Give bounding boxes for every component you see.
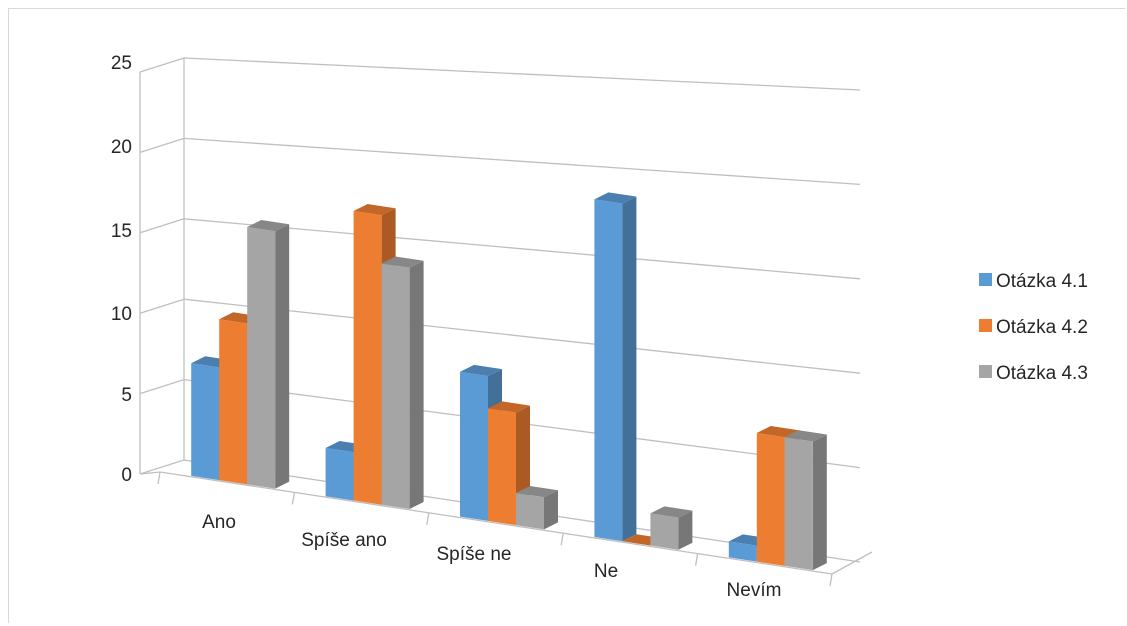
y-axis-tick-labels: 0 5 10 15 20 25 bbox=[111, 53, 132, 486]
x-axis-tick bbox=[560, 533, 564, 546]
legend-swatch-otazka-4-1 bbox=[979, 273, 992, 286]
bar-3-1-side bbox=[275, 224, 290, 489]
x-category-label: Nevím bbox=[727, 580, 782, 601]
y-tick-label: 0 bbox=[121, 465, 132, 486]
x-category-label: Spíše ano bbox=[301, 530, 387, 551]
floor-front-edge bbox=[159, 471, 833, 575]
y-tick-label: 5 bbox=[121, 385, 132, 406]
bar-2-2-top bbox=[353, 204, 396, 216]
bar-3-1 bbox=[247, 227, 276, 489]
side-wall-gridline bbox=[139, 298, 185, 314]
bar-3-3-side bbox=[544, 490, 558, 530]
bar-1-1 bbox=[191, 363, 220, 481]
bar-2-5 bbox=[756, 433, 785, 566]
bar-3-3 bbox=[516, 492, 544, 530]
bar-3-2 bbox=[381, 263, 410, 509]
floor-right-edge bbox=[831, 551, 873, 575]
side-wall-gridline bbox=[139, 218, 185, 234]
bar-1-4-top bbox=[594, 192, 637, 204]
bar-1-3-top bbox=[460, 364, 502, 377]
gridline bbox=[183, 298, 861, 374]
x-axis-tick bbox=[157, 471, 161, 485]
x-axis-tick bbox=[426, 512, 430, 525]
bar-1-5 bbox=[728, 541, 757, 562]
x-axis-tick bbox=[694, 553, 699, 566]
y-tick-label: 25 bbox=[111, 53, 132, 74]
legend-swatch-otazka-4-2 bbox=[979, 319, 992, 332]
legend: Otázka 4.1 Otázka 4.2 Otázka 4.3 bbox=[979, 271, 1088, 384]
bar-2-3 bbox=[488, 408, 516, 526]
bar-3-4-side bbox=[678, 510, 693, 550]
x-category-label: Ne bbox=[594, 561, 618, 582]
x-category-label: Ano bbox=[202, 512, 236, 533]
bar-2-5-top bbox=[756, 426, 799, 438]
legend-swatch-otazka-4-3 bbox=[979, 365, 992, 378]
x-axis-tick bbox=[829, 573, 833, 587]
x-category-label: Spíše ne bbox=[437, 544, 512, 565]
bar-3-5-side bbox=[812, 434, 827, 571]
bar-3-1-top bbox=[247, 220, 290, 232]
bar-1-4 bbox=[594, 199, 623, 542]
side-wall-gridline bbox=[139, 459, 185, 475]
bar-3-2-side bbox=[409, 260, 424, 509]
legend-label: Otázka 4.3 bbox=[996, 363, 1088, 384]
side-wall-gridline bbox=[139, 378, 185, 395]
x-axis-category-labels: Ano Spíše ano Spíše ne Ne Nevím bbox=[202, 512, 781, 601]
bar-3-5-top bbox=[784, 430, 827, 442]
bar-3-5 bbox=[784, 437, 813, 571]
bar-3-2-top bbox=[381, 256, 424, 268]
legend-label: Otázka 4.1 bbox=[996, 271, 1088, 292]
bar-3-4-top bbox=[650, 506, 693, 518]
side-wall-gridline bbox=[139, 57, 185, 73]
bar-2-2 bbox=[353, 211, 382, 505]
chart-frame bbox=[8, 8, 1125, 623]
bar-1-3 bbox=[460, 371, 488, 521]
bar-3-3-top bbox=[516, 485, 558, 498]
floor-left-edge bbox=[139, 471, 161, 475]
x-axis-tick bbox=[291, 492, 296, 505]
bar-1-4-side bbox=[622, 196, 637, 542]
y-tick-label: 20 bbox=[111, 137, 132, 158]
gridline bbox=[183, 137, 861, 186]
bar-3-4 bbox=[650, 513, 679, 550]
legend-label: Otázka 4.2 bbox=[996, 317, 1088, 338]
gridline bbox=[183, 57, 861, 91]
side-wall-gridline bbox=[139, 137, 185, 154]
bar-2-1 bbox=[219, 319, 248, 485]
y-tick-label: 15 bbox=[111, 221, 132, 242]
bar-1-2 bbox=[325, 447, 354, 501]
bars bbox=[191, 192, 827, 571]
y-tick-label: 10 bbox=[111, 304, 132, 325]
gridline bbox=[183, 218, 861, 280]
bar-2-3-top bbox=[488, 401, 530, 413]
